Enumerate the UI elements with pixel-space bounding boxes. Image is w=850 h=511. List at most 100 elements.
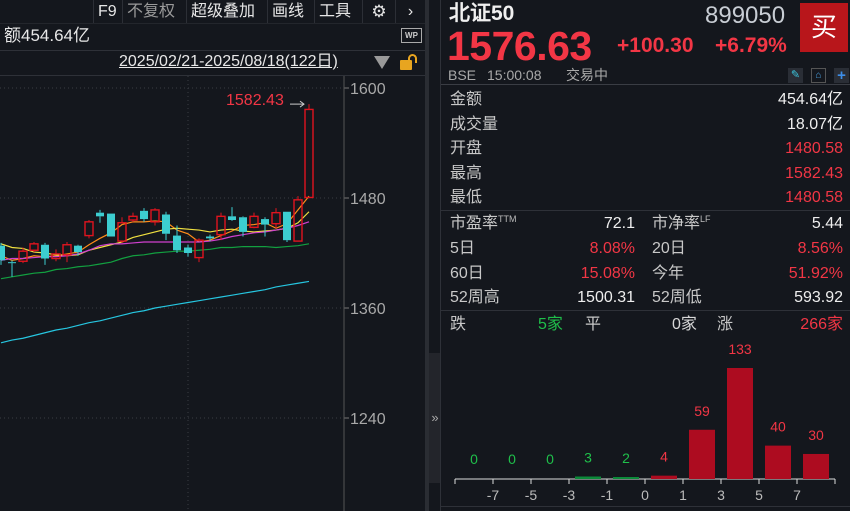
add-icon[interactable]: +: [834, 68, 849, 83]
moving-average-line-3: [0, 243, 310, 280]
date-range-selector[interactable]: 2025/02/21-2025/08/18(122日): [119, 53, 338, 70]
candle-body: [173, 235, 181, 251]
buy-button[interactable]: 买: [800, 3, 848, 52]
bell-icon[interactable]: ⌂: [811, 68, 826, 83]
candle-body: [293, 199, 303, 242]
candle-body: [0, 245, 5, 261]
bar-value-label: 0: [508, 451, 516, 467]
candle: [228, 207, 236, 221]
wp-icon[interactable]: WP: [401, 28, 422, 43]
f9-button[interactable]: F9: [93, 0, 121, 23]
candle: [216, 212, 226, 241]
stat-value: 1480.58: [785, 140, 843, 157]
up-label: 涨: [717, 316, 734, 333]
trading-status: 交易中: [566, 67, 608, 83]
stat-value: 1500.31: [577, 289, 635, 307]
candle-body: [41, 244, 49, 259]
stat-label: 开盘: [450, 140, 483, 157]
stat-value: 593.92: [794, 289, 843, 307]
candle-body: [8, 262, 16, 264]
candle-body: [283, 211, 291, 241]
pencil-icon[interactable]: ✎: [788, 68, 803, 83]
distribution-bar: [803, 453, 829, 479]
down-label: 跌: [450, 316, 467, 333]
candle: [128, 212, 138, 222]
candle: [162, 211, 170, 241]
bar-value-label: 4: [660, 449, 668, 465]
stat-pair-row-1: 5日 8.08% 20日 8.56%: [450, 237, 843, 261]
bar-value-label: 3: [584, 449, 592, 465]
stat-pair-row-0: 市盈率TTM 72.1 市净率LF 5.44: [450, 212, 843, 236]
distribution-bar: [613, 477, 639, 479]
candle: [107, 213, 115, 237]
candle-body: [150, 209, 160, 223]
stat-label: 金额: [450, 91, 483, 108]
stat-pair-row-2: 60日 15.08% 今年 51.92%: [450, 262, 843, 286]
candle-body: [216, 215, 226, 236]
chevron-right-icon[interactable]: ›: [395, 0, 425, 23]
y-tick-label: 1480: [350, 191, 386, 208]
quote-time: 15:00:08: [487, 67, 542, 83]
gear-icon[interactable]: ⚙: [362, 0, 395, 23]
candle-body: [29, 243, 39, 251]
bar-value-label: 0: [470, 451, 478, 467]
candle: [194, 238, 204, 263]
stat-label: 20日: [652, 239, 686, 257]
candle: [74, 244, 82, 256]
candle-body: [194, 239, 204, 259]
bar-value-label: 133: [728, 341, 752, 357]
x-tick-label: 3: [717, 487, 725, 503]
market-breadth-row: 跌 5家 平 0家 涨 266家: [450, 313, 843, 337]
candle: [140, 208, 148, 222]
x-tick-label: -5: [525, 487, 538, 503]
stat-row-3: 最高 1582.43: [450, 162, 843, 186]
candle-body: [239, 217, 247, 232]
bar-value-label: 30: [808, 427, 824, 443]
candle-body: [304, 108, 314, 199]
candle-body: [74, 245, 82, 253]
super-overlay-button[interactable]: 超级叠加: [186, 0, 259, 23]
candle-body: [107, 213, 115, 237]
candle: [184, 244, 192, 257]
candle-body: [162, 214, 170, 234]
distribution-bar: [575, 476, 601, 479]
candle-body: [261, 219, 269, 225]
bar-value-label: 2: [622, 450, 630, 466]
distribution-bar: [727, 368, 753, 479]
candle-body: [228, 216, 236, 221]
stat-value: 8.08%: [589, 239, 635, 257]
no-adjust-button[interactable]: 不复权: [122, 0, 179, 23]
candle-body: [249, 215, 259, 229]
candle: [249, 212, 259, 229]
stat-label: 今年: [652, 264, 685, 282]
tools-button[interactable]: 工具: [314, 0, 355, 23]
x-tick-label: 1: [679, 487, 687, 503]
stat-label: 52周低: [652, 289, 702, 307]
candle-body: [140, 210, 148, 220]
stat-label: 5日: [450, 239, 475, 257]
stat-value: 51.92%: [788, 264, 843, 282]
kline-chart: 1600 1480 1360 1240: [0, 76, 386, 511]
lock-shackle: [408, 54, 417, 63]
stat-label: 52周高: [450, 289, 500, 307]
candle: [173, 225, 181, 254]
scrollbar[interactable]: [425, 0, 429, 511]
stat-value: 72.1: [603, 215, 635, 232]
candle: [271, 208, 281, 229]
exchange-label: BSE: [448, 67, 477, 83]
lock-open-icon[interactable]: [400, 60, 412, 70]
y-tick-label: 1360: [350, 301, 386, 318]
candle-body: [128, 215, 138, 221]
candle: [8, 260, 16, 277]
candle: [84, 220, 94, 239]
stat-label: 市盈率TTM: [450, 214, 517, 232]
double-chevron-right-icon[interactable]: »: [429, 353, 441, 483]
stat-value: 5.44: [811, 215, 843, 232]
x-tick-label: 5: [755, 487, 763, 503]
stat-row-0: 金额 454.64亿: [450, 88, 843, 112]
draw-line-button[interactable]: 画线: [267, 0, 308, 23]
candle-body: [62, 244, 72, 256]
candle: [29, 242, 39, 253]
dropdown-triangle-icon[interactable]: [374, 56, 390, 69]
x-tick-label: -1: [601, 487, 614, 503]
